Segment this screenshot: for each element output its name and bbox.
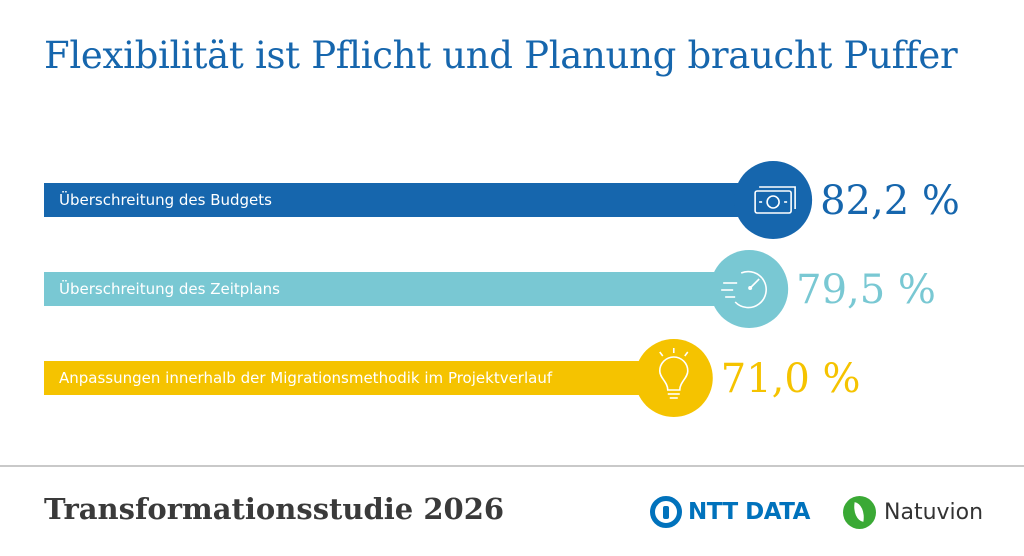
bar-chart: Überschreitung des Budgets 82,2 %Überschr…: [44, 161, 960, 417]
bar-row-3: Anpassungen innerhalb der Migrationsmeth…: [44, 339, 861, 417]
ntt-data-logo-text: NTT DATA: [688, 499, 810, 525]
bar-1-label: Überschreitung des Budgets: [59, 190, 272, 209]
bar-row-1: Überschreitung des Budgets 82,2 %: [44, 161, 960, 239]
lightbulb-icon: [658, 348, 689, 399]
bar-1-icon-circle: [734, 161, 813, 239]
bar-2-value: 79,5 %: [796, 267, 936, 313]
natuvion-logo-text: Natuvion: [884, 499, 984, 525]
natuvion-logo-icon: [843, 495, 876, 529]
bar-row-2: Überschreitung des Zeitplans 79,5 %: [44, 250, 936, 328]
bar-1-value: 82,2 %: [820, 178, 960, 224]
bar-3-icon-circle: [634, 339, 713, 417]
bar-1: [44, 183, 774, 217]
footer-divider: [0, 465, 1024, 467]
bar-2-label: Überschreitung des Zeitplans: [59, 279, 280, 298]
money-icon: [754, 186, 796, 214]
stopwatch-icon: [721, 270, 767, 309]
bar-2: [44, 272, 750, 306]
ntt-data-logo-icon: [650, 496, 682, 528]
ntt-data-logo: NTT DATA: [650, 494, 810, 530]
page-title: Flexibilität ist Pflicht und Planung bra…: [44, 34, 958, 77]
bar-3-value: 71,0 %: [721, 356, 861, 402]
bar-3: [44, 361, 674, 395]
natuvion-logo: Natuvion: [843, 494, 983, 530]
bar-3-label: Anpassungen innerhalb der Migrationsmeth…: [59, 369, 553, 387]
study-title: Transformationsstudie 2026: [44, 492, 505, 526]
